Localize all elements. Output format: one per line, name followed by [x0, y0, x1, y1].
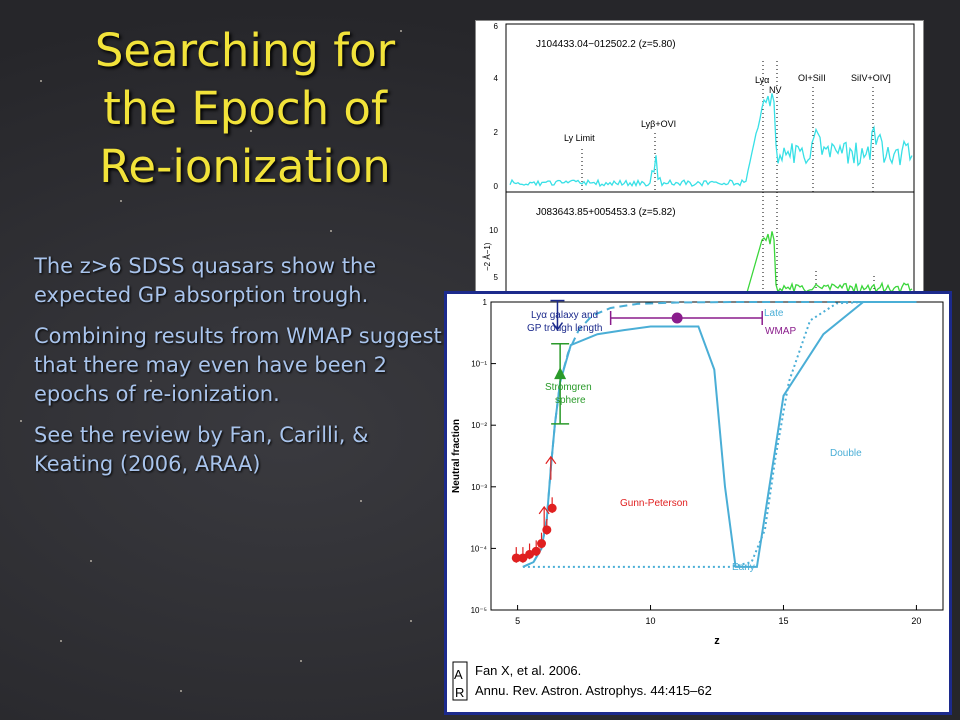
slide-body: The z>6 SDSS quasars show the expected G…	[34, 252, 444, 491]
bullet-3: See the review by Fan, Carilli, & Keatin…	[34, 423, 369, 476]
gp-point	[531, 546, 541, 556]
p2-ytick: 10	[489, 226, 498, 235]
line-label: OI+SiII	[798, 73, 826, 83]
p1-ytick: 2	[494, 128, 499, 137]
y-tick-label: 10⁻⁴	[470, 544, 487, 553]
x-tick-labels: 5 10 15 20	[515, 605, 921, 626]
gp-point	[511, 553, 521, 563]
p2-yaxis-fragment: −2 Å−1)	[483, 242, 492, 271]
spectrum-2-trace	[745, 231, 913, 297]
p2-ytick: 5	[494, 273, 499, 282]
title-line-3: Re-ionization	[99, 140, 391, 193]
y-axis-label: Neutral fraction	[451, 419, 462, 493]
x-axis-label: z	[714, 635, 720, 647]
series-early	[522, 301, 917, 568]
line-label: NV	[769, 85, 782, 95]
x-tick-label: 20	[911, 616, 921, 626]
ar-logo: A R	[452, 661, 468, 701]
bullet-2: Combining results from WMAP suggest that…	[34, 324, 442, 406]
spectrum-1-object-label: J104433.04−012502.2 (z=5.80)	[536, 39, 676, 50]
p1-ytick: 4	[494, 74, 499, 83]
annotation-wmap: WMAP	[765, 326, 796, 337]
annotation-gunn-peterson: Gunn-Peterson	[620, 498, 688, 509]
series-double	[522, 301, 917, 568]
svg-text:A: A	[454, 667, 463, 682]
citation-line-1: Fan X, et al. 2006.	[475, 663, 581, 678]
line-label: Lyβ+OVI	[641, 119, 676, 129]
gp-point	[518, 553, 528, 563]
p1-ytick: 6	[494, 22, 499, 31]
plot-frame	[490, 301, 944, 611]
observational-constraints	[511, 299, 763, 563]
y-tick-label: 1	[483, 298, 488, 307]
y-tick-labels: 10⁻⁵ 10⁻⁴ 10⁻³ 10⁻² 10⁻¹ 1	[470, 298, 496, 615]
annotation-late: Late	[764, 308, 784, 319]
gp-limit-arrowhead	[545, 455, 557, 465]
annotation-lya-line-1: Lyα galaxy and	[531, 310, 598, 321]
svg-text:R: R	[455, 685, 464, 700]
p1-ytick: 0	[494, 182, 499, 191]
annotation-lya-line-2: GP trough length	[527, 323, 602, 334]
annotation-stromgren-line-1: Stromgren	[545, 382, 592, 393]
stromgren-marker	[554, 367, 567, 380]
line-markers	[581, 61, 875, 296]
title-line-2: the Epoch of	[103, 82, 387, 135]
lya-arrowhead	[551, 322, 564, 331]
x-tick-label: 5	[515, 616, 520, 626]
bullet-1: The z>6 SDSS quasars show the expected G…	[34, 254, 377, 307]
gp-point	[547, 503, 557, 513]
slide-title: Searching for the Epoch of Re-ionization	[40, 22, 450, 196]
gp-limit-arrowhead	[538, 505, 550, 515]
x-tick-label: 10	[646, 616, 656, 626]
gp-point	[537, 539, 547, 549]
y-tick-label: 10⁻³	[471, 483, 487, 492]
neutral-fraction-chart: 10⁻⁵ 10⁻⁴ 10⁻³ 10⁻² 10⁻¹ 1 5 10 15 20 Neutral fr…	[444, 291, 952, 715]
spectrum-1-trace	[509, 93, 913, 188]
annotation-double: Double	[830, 448, 862, 459]
annotation-early: Early	[732, 562, 755, 573]
annotation-stromgren-line-2: sphere	[555, 395, 586, 406]
wmap-point	[671, 312, 683, 324]
y-tick-label: 10⁻⁵	[471, 606, 487, 615]
line-label: SiIV+OIV]	[851, 73, 891, 83]
citation-line-2: Annu. Rev. Astron. Astrophys. 44:415–62	[475, 683, 712, 698]
model-curves	[522, 301, 917, 568]
spectrum-2-object-label: J083643.85+005453.3 (z=5.82)	[536, 207, 676, 218]
line-label: Lyα	[755, 75, 769, 85]
x-tick-label: 15	[778, 616, 788, 626]
y-tick-label: 10⁻¹	[471, 360, 487, 369]
line-label: Ly Limit	[564, 133, 595, 143]
quasar-spectra-figure: J104433.04−012502.2 (z=5.80) J083643.85+…	[475, 20, 924, 303]
y-tick-label: 10⁻²	[471, 421, 487, 430]
title-line-1: Searching for	[94, 24, 396, 77]
